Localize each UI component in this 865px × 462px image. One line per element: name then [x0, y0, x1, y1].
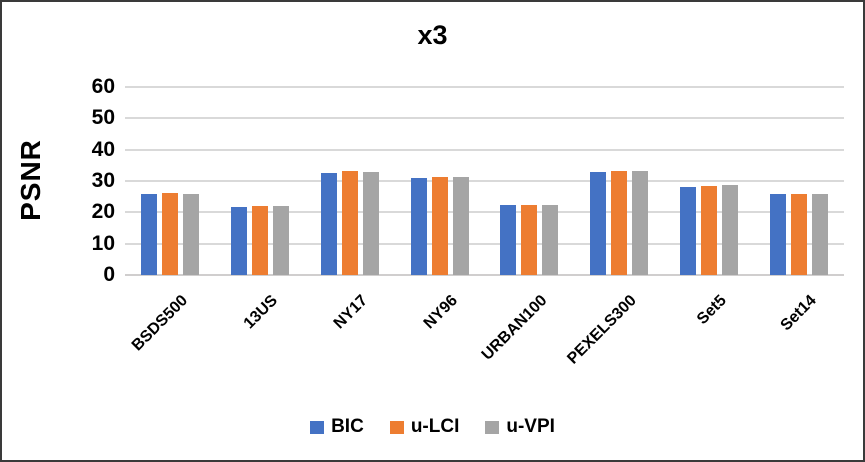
bar-u-VPI-URBAN100	[542, 204, 559, 275]
bar-u-LCI-Set5	[701, 186, 718, 275]
legend-swatch-icon	[485, 420, 500, 434]
y-tick-label: 30	[91, 169, 115, 192]
x-category-label-NY17: NY17	[330, 292, 371, 333]
gridline	[125, 86, 844, 88]
legend-label: u-LCI	[410, 416, 460, 437]
x-category-label-Set14: Set14	[777, 292, 821, 335]
y-tick-label: 60	[91, 75, 115, 98]
legend-label: u-VPI	[506, 416, 555, 437]
bar-BIC-BSDS500	[140, 193, 157, 275]
x-category-label-BSDS500: BSDS500	[128, 292, 191, 355]
x-category-label-13US: 13US	[240, 292, 281, 333]
x-category-label-NY96: NY96	[420, 292, 461, 333]
y-tick-label: 0	[103, 263, 115, 286]
bar-u-VPI-BSDS500	[182, 193, 199, 275]
bar-BIC-13US	[230, 206, 247, 275]
legend-label: BIC	[331, 416, 364, 437]
legend-item-BIC: BIC	[310, 416, 364, 438]
x-category-label-Set5: Set5	[694, 292, 731, 328]
gridline	[125, 211, 844, 214]
bar-u-LCI-Set14	[791, 194, 808, 275]
bar-BIC-NY96	[410, 177, 427, 275]
x-axis-line	[125, 274, 844, 276]
bar-u-LCI-URBAN100	[521, 204, 538, 275]
gridline	[125, 180, 844, 182]
bar-u-VPI-NY17	[362, 171, 379, 275]
bar-u-VPI-PEXELS300	[632, 170, 649, 275]
bar-u-VPI-NY96	[452, 176, 469, 275]
gridline	[125, 148, 844, 151]
legend-item-u-VPI: u-VPI	[485, 416, 555, 438]
bar-BIC-Set5	[680, 187, 697, 275]
legend-swatch-icon	[389, 420, 404, 434]
x-category-label-URBAN100: URBAN100	[478, 292, 551, 364]
bar-BIC-URBAN100	[500, 204, 517, 275]
legend-item-u-LCI: u-LCI	[389, 416, 460, 438]
y-tick-label: 50	[91, 106, 115, 130]
bar-BIC-PEXELS300	[590, 171, 607, 275]
chart-legend: BIC u-LCI u-VPI	[2, 416, 863, 438]
bar-u-VPI-Set5	[722, 184, 739, 275]
y-tick-label: 10	[91, 231, 115, 255]
bar-u-LCI-13US	[251, 206, 268, 275]
y-axis-title: PSNR	[15, 139, 46, 221]
bar-u-LCI-PEXELS300	[611, 170, 628, 275]
y-tick-label: 40	[91, 137, 115, 161]
y-tick-label: 20	[91, 200, 115, 224]
bar-BIC-NY17	[320, 173, 337, 275]
x-category-label-PEXELS300: PEXELS300	[564, 292, 641, 368]
gridline	[125, 242, 844, 245]
bar-u-VPI-13US	[272, 206, 289, 275]
chart-title: x3	[417, 20, 448, 50]
bar-u-LCI-BSDS500	[161, 193, 178, 275]
plot-area	[125, 86, 844, 276]
bar-u-LCI-NY17	[341, 171, 358, 275]
legend-swatch-icon	[310, 420, 325, 434]
bar-u-LCI-NY96	[431, 176, 448, 275]
gridline	[125, 117, 844, 120]
bar-BIC-Set14	[770, 194, 787, 275]
bar-u-VPI-Set14	[812, 194, 829, 275]
